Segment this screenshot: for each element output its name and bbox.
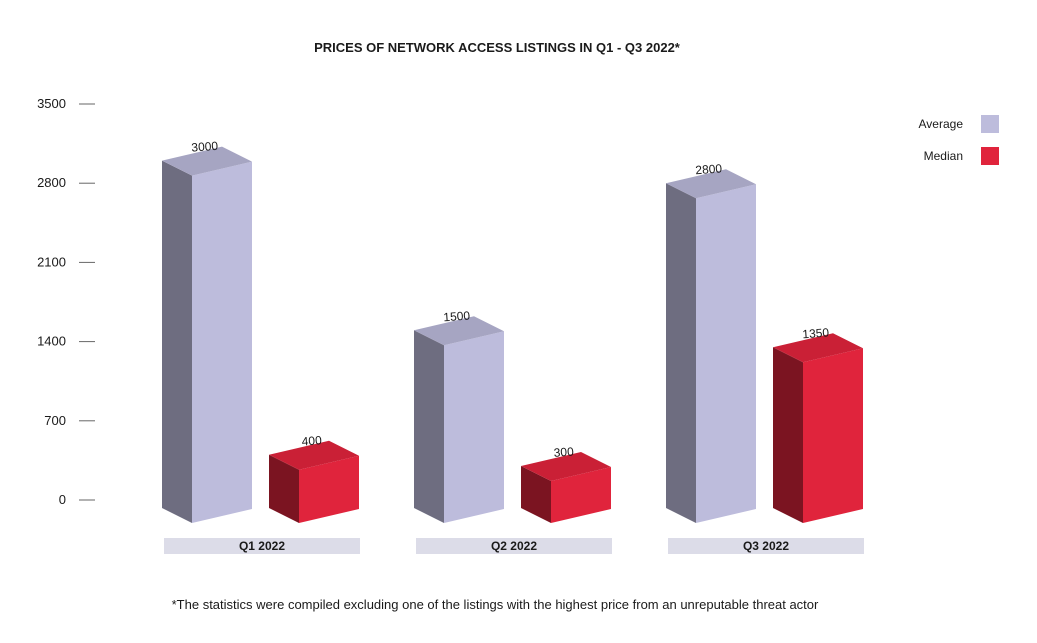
category-strip <box>668 538 864 554</box>
y-axis: 0 700 1400 2100 2800 3500 <box>37 96 95 507</box>
plot-area: 3000 1500 2800 400 300 1350 <box>162 139 863 524</box>
legend: Average Median <box>919 115 999 165</box>
y-tick-label: 700 <box>44 413 66 428</box>
bar-front-face <box>299 455 359 523</box>
x-axis: Q1 2022 Q2 2022 Q3 2022 <box>164 538 864 554</box>
legend-label: Average <box>919 117 964 131</box>
bar-top-face <box>269 440 359 470</box>
bar-top-face <box>666 169 756 199</box>
bar-value-label: 300 <box>553 445 574 460</box>
footnote: *The statistics were compiled excluding … <box>172 597 819 612</box>
bar-side-face <box>521 466 551 523</box>
bar-average-1 <box>414 316 504 523</box>
y-tick-label: 0 <box>59 492 66 507</box>
legend-swatch <box>981 147 999 165</box>
category-strip <box>164 538 360 554</box>
bar-median-1 <box>521 452 611 523</box>
legend-swatch <box>981 115 999 133</box>
x-tick-label: Q1 2022 <box>239 539 285 553</box>
category-strip <box>416 538 612 554</box>
bar-side-face <box>773 347 803 523</box>
bar-value-label: 2800 <box>695 161 723 177</box>
y-tick-label: 2800 <box>37 175 66 190</box>
bar-front-face <box>192 161 252 524</box>
bar-top-face <box>521 452 611 482</box>
bar-top-face <box>414 316 504 346</box>
bar-value-label: 3000 <box>191 139 219 155</box>
bar-median-2 <box>773 333 863 523</box>
x-tick-label: Q3 2022 <box>743 539 789 553</box>
bar-front-face <box>551 467 611 523</box>
bar-value-label: 400 <box>301 433 322 448</box>
bar-value-label: 1350 <box>802 325 830 341</box>
bar-side-face <box>162 160 192 524</box>
bar-value-label: 1500 <box>443 308 471 324</box>
bar-average-0 <box>162 146 252 524</box>
bar-median-0 <box>269 440 359 523</box>
y-tick-label: 1400 <box>37 334 66 349</box>
legend-label: Median <box>924 149 963 163</box>
y-tick-label: 2100 <box>37 254 66 269</box>
bar-top-face <box>162 146 252 176</box>
chart-title: PRICES OF NETWORK ACCESS LISTINGS IN Q1 … <box>314 40 681 55</box>
bar-side-face <box>414 330 444 523</box>
bar-average-2 <box>666 169 756 523</box>
x-tick-label: Q2 2022 <box>491 539 537 553</box>
bar-top-face <box>773 333 863 363</box>
bar-side-face <box>666 183 696 523</box>
bar-side-face <box>269 454 299 523</box>
y-tick-label: 3500 <box>37 96 66 111</box>
bar-front-face <box>696 184 756 523</box>
bar-front-face <box>444 331 504 523</box>
bar-front-face <box>803 348 863 523</box>
